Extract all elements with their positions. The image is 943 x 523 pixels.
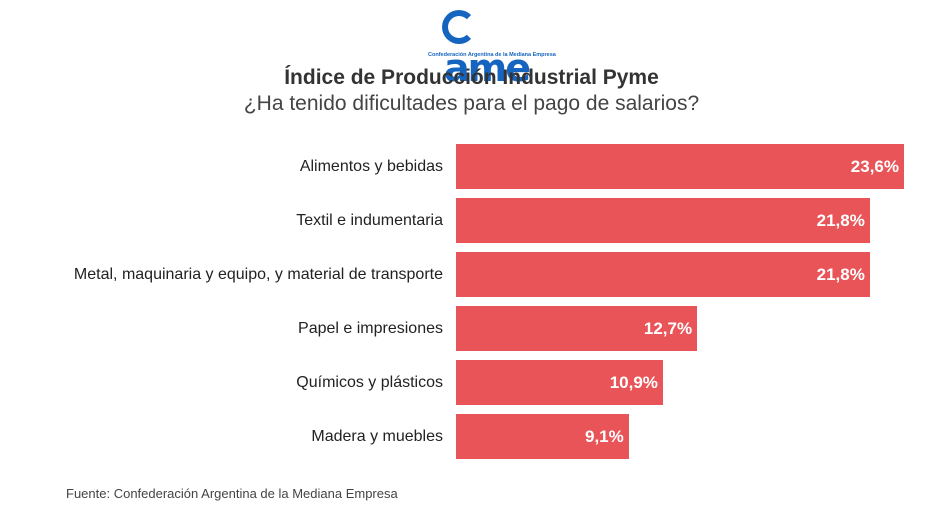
bar-value-label: 10,9% [609,372,658,392]
bar-value-label: 23,6% [850,156,899,176]
bar-value-label: 12,7% [643,318,693,338]
bar-value-label: 21,8% [816,264,865,284]
bar [456,414,629,459]
bar [456,306,698,351]
category-label: Madera y muebles [311,427,443,445]
logo-subtitle: Confederación Argentina de la Mediana Em… [428,52,556,58]
logo-wordmark: ame [444,46,531,90]
bar [456,252,870,297]
category-label: Papel e impresiones [298,319,443,337]
category-label: Químicos y plásticos [296,373,443,391]
bar [456,360,663,405]
chart-subtitle: ¿Ha tenido dificultades para el pago de … [243,92,700,115]
category-label: Metal, maquinaria y equipo, y material d… [73,265,443,283]
source-note: Fuente: Confederación Argentina de la Me… [66,486,398,501]
came-logo: ame Confederación Argentina de la Median… [428,6,556,88]
bar [456,198,870,243]
bar [456,144,904,189]
category-label: Alimentos y bebidas [299,157,443,175]
category-label: Textil e indumentaria [296,211,443,229]
bar-value-label: 21,8% [816,210,865,230]
logo-c-icon [442,10,476,44]
bar-value-label: 9,1% [585,426,624,446]
chart-title: Índice de Producción Industrial Pyme [284,66,659,89]
